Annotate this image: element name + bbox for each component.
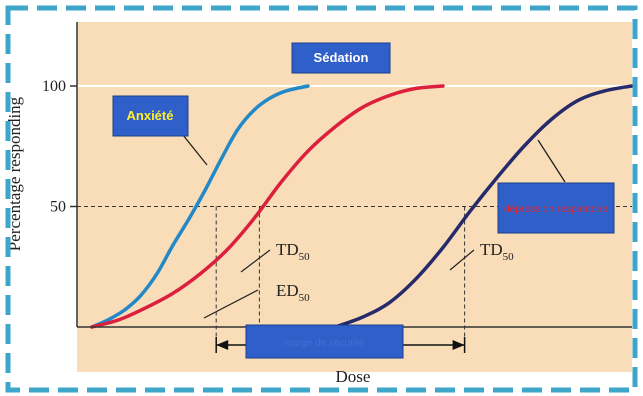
respiratory-box: [497, 182, 615, 234]
x-axis-title: Dose: [336, 367, 371, 386]
series-line-1: [90, 84, 445, 329]
annotations: ED50 TD50 TD50: [203, 240, 514, 319]
series-line-2: [333, 84, 634, 329]
anxiete-box: [112, 95, 189, 137]
sedation-box-label: Sédation: [314, 50, 369, 65]
range-arrow-head-left: [216, 340, 229, 350]
respiratory-box-label: dépression respiratoire: [504, 204, 608, 215]
anxiete-box-label: Anxiété: [127, 108, 174, 123]
annotation-label-0: ED50: [276, 281, 310, 304]
annotation-leader-1: [240, 249, 271, 273]
y-ticks: 50 100: [42, 78, 77, 216]
series-line-0: [90, 84, 310, 329]
bottom-box-label: marge de sécurité: [284, 338, 364, 349]
y-tick-label-50: 50: [50, 199, 66, 216]
annotation-label-2: TD50: [480, 240, 514, 263]
range-arrow-head-right: [452, 340, 465, 350]
sedation-box: [291, 42, 391, 74]
respiratory-callout-line: [537, 139, 566, 183]
anxiete-callout-line: [182, 134, 208, 166]
dashed-frame: [5, 5, 638, 393]
annotation-label-1: TD50: [276, 240, 310, 263]
y-tick-label-100: 100: [42, 78, 66, 95]
annotation-leader-0: [203, 289, 259, 319]
annotation-leader-2: [449, 249, 475, 271]
series-layer: [90, 84, 634, 329]
bottom-box: [245, 324, 404, 359]
